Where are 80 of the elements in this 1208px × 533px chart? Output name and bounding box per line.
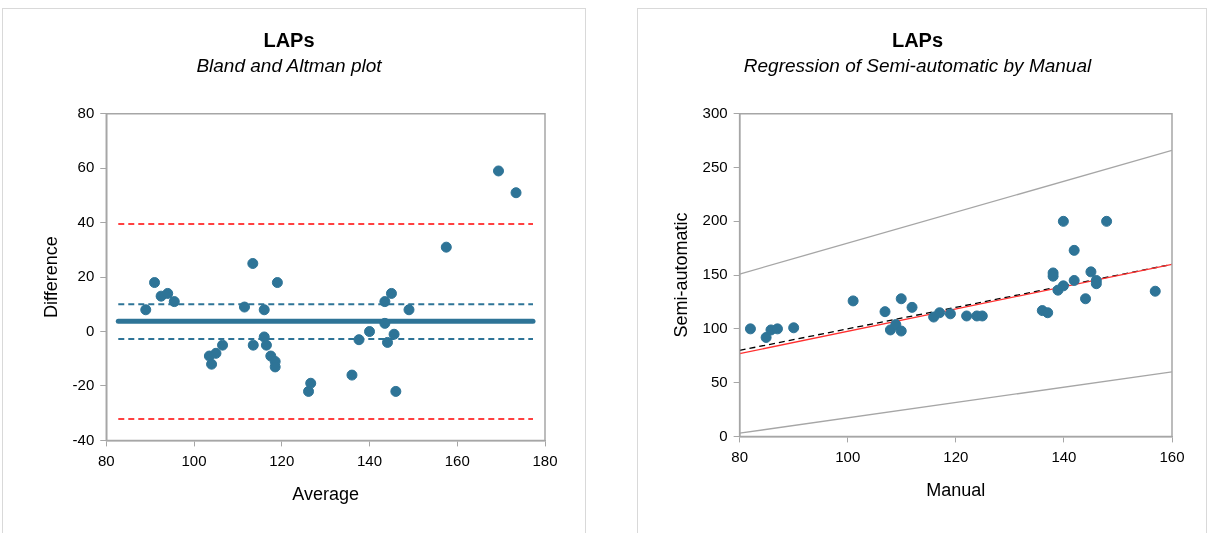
point (206, 358, 218, 370)
point (1080, 293, 1092, 305)
point (847, 295, 859, 307)
point (162, 287, 174, 299)
y-tick-label: -40 (72, 430, 95, 448)
y-axis-title: Semi-automatic (670, 212, 691, 338)
point (260, 339, 272, 351)
y-tick-label: 80 (77, 103, 95, 121)
point (149, 277, 161, 289)
chart-subtitle: Bland and Altman plot (196, 54, 383, 76)
point (493, 165, 504, 177)
point (346, 369, 358, 381)
point (1068, 274, 1080, 286)
point (271, 277, 283, 289)
x-tick-label: 100 (835, 447, 861, 465)
point (440, 241, 452, 253)
point (934, 307, 946, 319)
point (247, 339, 259, 351)
point (390, 385, 402, 397)
x-tick-label: 80 (731, 447, 748, 465)
point (895, 325, 907, 337)
point (403, 304, 415, 316)
point (906, 301, 918, 313)
point (760, 331, 772, 343)
x-tick-label: 160 (444, 451, 470, 469)
y-tick-label: 40 (77, 212, 95, 230)
point (258, 304, 270, 316)
x-tick-label: 120 (943, 447, 969, 465)
point (379, 296, 391, 308)
y-tick-label: 150 (702, 265, 728, 283)
y-tick-label: 100 (702, 319, 728, 337)
x-tick-label: 180 (532, 451, 558, 469)
chart-title: LAPs (263, 28, 315, 51)
point (379, 317, 391, 329)
point (382, 336, 393, 348)
y-tick-label: 60 (77, 158, 95, 176)
point (1042, 307, 1054, 319)
point (247, 257, 259, 269)
y-tick-label: 200 (702, 211, 728, 229)
y-tick-label: -20 (72, 376, 95, 394)
chart-title: LAPs (891, 28, 944, 51)
x-axis-title: Average (292, 484, 359, 505)
point (1101, 215, 1113, 227)
point (1149, 285, 1161, 297)
point (388, 328, 400, 340)
point (944, 308, 956, 320)
x-tick-label: 140 (1051, 447, 1077, 465)
y-tick-label: 300 (702, 103, 728, 121)
point (305, 377, 317, 389)
point (788, 322, 800, 334)
point (744, 323, 756, 335)
point (895, 293, 907, 305)
x-tick-label: 160 (1159, 447, 1185, 465)
point (1085, 266, 1097, 278)
y-tick-label: 20 (77, 267, 95, 285)
x-tick-label: 120 (269, 451, 295, 469)
x-tick-label: 80 (97, 451, 115, 469)
point (961, 310, 973, 322)
y-tick-label: 50 (710, 372, 728, 390)
point (353, 334, 365, 346)
point (385, 287, 397, 299)
point (364, 326, 376, 338)
y-tick-label: 0 (85, 321, 95, 339)
y-axis-title: Difference (40, 236, 61, 318)
point (879, 306, 891, 318)
point (140, 304, 152, 316)
point (217, 339, 229, 351)
chart-subtitle: Regression of Semi-automatic by Manual (743, 54, 1092, 76)
y-tick-label: 250 (702, 157, 728, 175)
y-tick-label: 0 (719, 426, 728, 444)
x-tick-label: 140 (357, 451, 383, 469)
x-tick-label: 100 (181, 451, 207, 469)
point (168, 296, 180, 308)
point (510, 187, 522, 199)
point (1068, 244, 1080, 256)
point (238, 301, 250, 313)
point (1057, 215, 1069, 227)
point (210, 347, 222, 359)
x-axis-title: Manual (926, 480, 986, 501)
point (1057, 280, 1069, 292)
